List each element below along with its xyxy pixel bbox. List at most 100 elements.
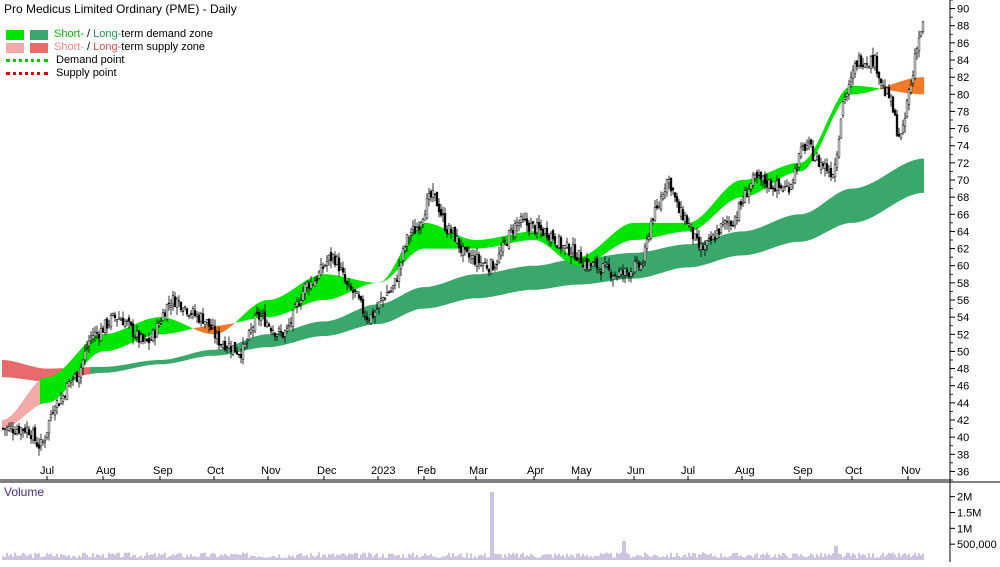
candle-body [458,238,460,248]
candle-body [842,102,844,116]
short-term-zone-segment [338,276,340,297]
short-term-zone-segment [24,396,26,416]
candle-body [476,255,478,267]
price-tick-label: 70 [957,175,969,187]
time-tick-label: Sep [793,465,813,477]
short-term-zone-segment [866,87,868,93]
candle-body [464,247,466,249]
candle-body [64,396,66,397]
short-term-zone-segment [470,239,472,248]
candle-body [10,426,12,429]
short-term-zone-segment [786,165,788,175]
candle-body [602,264,604,273]
short-term-zone-segment [894,83,896,92]
candle-body [428,194,430,200]
candle-body [344,274,346,281]
candle-body [762,176,764,180]
short-term-zone-segment [708,207,710,221]
candle-body [806,146,808,148]
short-term-zone-segment [802,162,804,172]
short-term-zone-segment [478,240,480,249]
candle-body [540,225,542,230]
candle-body [358,295,360,298]
candle-body [606,265,608,267]
candle-body [356,292,358,294]
candle-body [694,234,696,240]
time-tick-label: Feb [417,465,436,477]
candle-body [260,317,262,321]
candle-body [684,216,686,222]
candle-body [32,430,34,440]
candle-body [824,164,826,169]
candle-body [916,49,918,53]
candle-body [766,181,768,188]
time-tick-label: Oct [845,465,862,477]
short-term-zone-segment [498,237,500,246]
candle-body [206,319,208,322]
candle-body [546,228,548,238]
short-term-zone-segment [524,232,526,241]
candle-body [434,194,436,195]
candle-body [848,84,850,94]
short-term-zone-segment [486,239,488,248]
candle-body [16,430,18,434]
candle-body [796,170,798,171]
candle-body [746,194,748,198]
short-term-zone-segment [666,223,668,235]
short-term-zone-segment [198,327,200,331]
candle-body [480,263,482,266]
short-term-zone-segment [110,333,112,351]
short-term-zone-segment [336,275,338,297]
candle-body [340,268,342,270]
candle-body [410,233,412,236]
candle-body [396,280,398,282]
short-term-zone-segment [900,81,902,92]
candle-body [350,286,352,290]
short-term-zone-segment [778,168,780,180]
short-term-zone-segment [176,321,178,333]
candle-body [194,310,196,316]
short-term-zone-segment [676,223,678,233]
candle-body [472,255,474,258]
short-term-zone-segment [178,322,180,333]
candle-body [564,245,566,248]
time-tick-label: Nov [901,465,921,477]
short-term-zone-segment [442,228,444,249]
short-term-zone-segment [22,399,24,418]
short-term-zone-segment [860,86,862,94]
candle-body [636,260,638,261]
short-term-zone-segment [490,238,492,247]
short-term-zone-segment [200,327,202,332]
short-term-zone-segment [602,242,604,256]
candle-body [576,257,578,260]
short-term-zone-segment [660,223,662,236]
candle-body [150,340,152,341]
candle-body [366,317,368,320]
candle-body [570,254,572,257]
price-tick-label: 44 [957,398,969,410]
candle-body [240,354,242,358]
short-term-zone-segment [780,167,782,179]
time-tick-label: Aug [96,465,116,477]
short-term-zone-segment [740,180,742,197]
short-term-zone-segment [672,223,674,233]
candle-body [118,318,120,319]
candle-body [424,215,426,220]
price-tick-label: 54 [957,312,969,324]
short-term-zone-segment [628,223,630,240]
short-term-zone-segment [520,232,522,241]
candle-body [888,87,890,98]
candle-body [668,180,670,183]
candle-body [228,343,230,348]
short-term-zone-segment [282,295,284,315]
candle-body [864,64,866,68]
legend-demand-long: Long- [93,28,121,41]
short-term-zone-segment [280,296,282,315]
short-term-zone-segment [430,224,432,249]
candle-body [100,328,102,340]
volume-tick-label: 1M [957,523,972,535]
candle-body [18,426,20,433]
candle-body [370,315,372,323]
candle-body [128,318,130,322]
